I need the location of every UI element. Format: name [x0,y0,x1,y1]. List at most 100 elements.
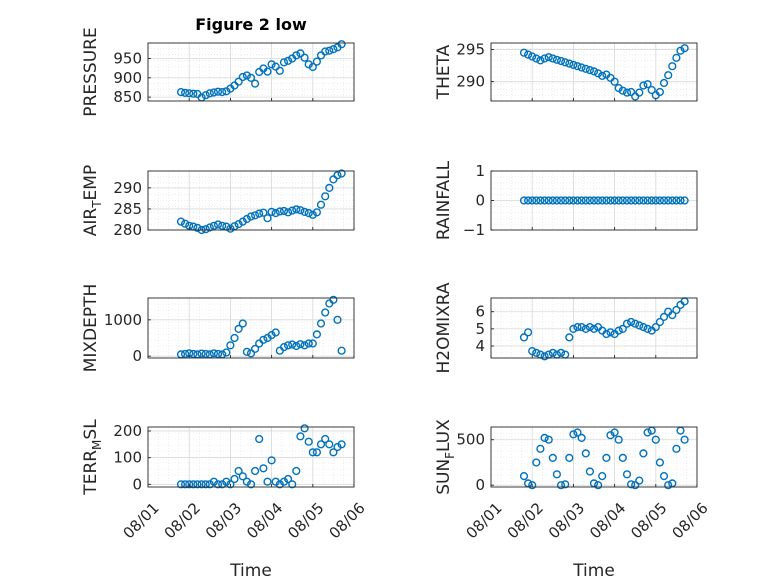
data-point [296,206,305,215]
data-point [213,349,223,359]
data-point [593,481,603,490]
x-tick-label: 08/04 [243,499,286,542]
data-point [209,349,219,358]
data-point [618,86,627,95]
data-point [251,466,260,476]
data-point [635,88,644,97]
data-point [573,196,582,205]
data-point [296,432,305,441]
data-point [519,196,529,205]
x-tick-label: 08/02 [504,499,547,542]
data-point [321,434,330,444]
data-point [189,89,198,98]
data-point [577,323,586,332]
data-point [647,85,656,95]
data-point [598,472,607,481]
data-point [255,434,264,444]
data-point [300,53,309,62]
data-point [333,315,342,324]
data-point [304,339,313,348]
data-point [288,340,297,349]
data-point [300,341,309,350]
data-point [589,324,599,334]
data-point [201,91,210,100]
y-axis-label: THETA [434,44,454,100]
data-point [213,480,223,489]
data-point [552,196,562,205]
data-point [610,196,619,205]
subplot-terr_msl: 0 100 200 TERRMSL 08/0108/0208/0308/0408/050… [81,419,369,543]
subplot-rainfall: −1 0 1 RAINFALL [434,160,698,240]
data-point [296,340,305,349]
data-point [581,324,590,334]
data-point [176,87,186,97]
data-point [519,333,529,342]
data-point [519,48,529,57]
data-point [528,196,537,205]
data-point [602,196,611,205]
data-point [275,66,284,75]
data-point [643,196,652,205]
data-point [614,83,623,93]
axes-box [147,42,355,102]
data-point [528,347,537,356]
data-point [288,206,297,215]
data-point [201,480,210,489]
data-point [540,433,549,443]
data-point [672,305,681,315]
data-point [573,323,582,332]
data-point [593,196,603,205]
y-tick-label: 950 [113,49,142,67]
data-point [271,62,280,71]
data-point [556,56,566,66]
data-point [267,60,276,69]
data-point [622,196,632,205]
data-point [300,424,309,433]
data-point [312,57,322,66]
data-point [325,440,334,449]
data-point [329,295,338,304]
data-point [626,317,636,327]
data-point [569,60,578,70]
data-point [651,196,660,205]
data-point [631,319,640,328]
data-point [655,87,665,97]
x-tick-label: 08/06 [668,499,711,542]
data-point [189,349,198,359]
data-point [329,448,338,457]
data-point [561,196,570,205]
y-tick-label: 1 [475,162,485,180]
data-point [279,58,289,67]
data-point [565,453,574,463]
data-point [552,470,562,479]
data-point [523,50,533,59]
data-point [639,196,648,205]
y-tick-label: 1000 [104,311,142,329]
axes-box [490,297,698,359]
data-point [321,192,330,201]
data-point [218,480,227,489]
data-point [193,480,202,489]
data-point [647,196,656,205]
data-point [222,477,231,486]
data-point [548,54,557,63]
data-point [659,196,669,205]
data-point [284,474,293,484]
data-point [672,53,681,62]
x-tick-label: 08/03 [202,499,245,542]
data-point [267,207,276,217]
axes-box [147,426,355,488]
data-point [185,480,194,489]
data-point [622,88,632,97]
data-point [321,308,330,317]
y-tick-label: 6 [475,303,485,321]
data-point [618,324,627,334]
data-point [251,211,260,220]
data-point [528,52,537,61]
data-point [585,65,595,75]
data-point [618,196,627,205]
data-point [680,196,689,205]
data-point [255,209,264,218]
data-point [292,341,301,351]
